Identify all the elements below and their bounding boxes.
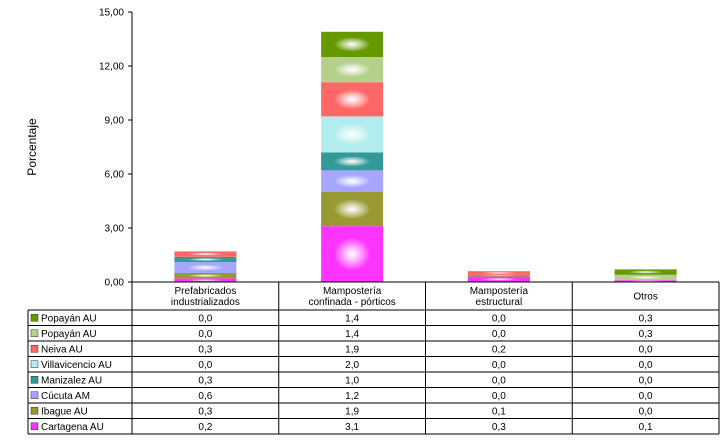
legend-swatch [30, 422, 39, 430]
table-cell-value: 0,2 [198, 422, 212, 433]
bar-segment [614, 274, 677, 281]
legend-label: Neiva AU [41, 344, 83, 355]
legend-swatch [30, 407, 39, 415]
table-cell-value: 0,0 [492, 313, 506, 324]
table-cell-value: 0,3 [198, 406, 212, 417]
table-cell-value: 0,0 [492, 391, 506, 402]
table-cell-value: 1,2 [345, 391, 359, 402]
legend-swatch [30, 376, 39, 384]
category-label: industrializados [171, 297, 240, 308]
legend-label: Popayán AU [41, 313, 97, 324]
y-tick-label: 3,00 [105, 224, 125, 235]
y-tick-label: 6,00 [105, 170, 125, 181]
bar-segment [321, 31, 384, 57]
bar-segment [467, 274, 530, 277]
category-label: Mampostería [470, 286, 529, 297]
y-tick-label: 9,00 [105, 116, 125, 127]
table-cell-value: 0,0 [492, 360, 506, 371]
legend-label: Cartagena AU [41, 422, 104, 433]
y-tick-label: 12,00 [99, 62, 124, 73]
table-cell-value: 0,0 [639, 406, 653, 417]
table-cell-value: 0,1 [492, 406, 506, 417]
table-cell-value: 0,0 [492, 329, 506, 340]
table-cell-value: 1,4 [345, 313, 359, 324]
legend-label: Cúcuta AM [41, 391, 90, 402]
category-label: Mampostería [323, 286, 382, 297]
bar-segment [467, 276, 530, 282]
y-tick-label: 15,00 [99, 8, 124, 19]
table-cell-value: 0,0 [639, 344, 653, 355]
legend-label: Villavicencio AU [41, 360, 112, 371]
legend-swatch [30, 314, 39, 322]
bar-segment [174, 256, 237, 263]
table-cell-value: 3,1 [345, 422, 359, 433]
legend-label: Manizalez AU [41, 375, 102, 386]
bar-segment [174, 273, 237, 279]
bar-segment [321, 192, 384, 227]
category-label: estructural [476, 297, 523, 308]
table-cell-value: 1,9 [345, 344, 359, 355]
legend-swatch [30, 345, 39, 353]
table-cell-value: 2,0 [345, 360, 359, 371]
table-cell-value: 0,3 [492, 422, 506, 433]
table-cell-value: 0,3 [198, 375, 212, 386]
y-axis-title: Porcentaje [25, 118, 39, 176]
table-cell-value: 0,0 [198, 329, 212, 340]
bar-segment [614, 280, 677, 282]
category-label: confinada - pórticos [308, 297, 395, 308]
bar-segment [614, 269, 677, 275]
legend-swatch [30, 329, 39, 337]
category-label: Prefabricados [175, 286, 237, 297]
table-cell-value: 0,3 [639, 329, 653, 340]
bar-segment [321, 82, 384, 117]
bar-segment [321, 226, 384, 282]
bar-segment [321, 57, 384, 83]
table-cell-value: 0,0 [639, 391, 653, 402]
legend-label: Popayán AU [41, 329, 97, 340]
legend-swatch [30, 360, 39, 368]
legend-label: Ibague AU [41, 406, 88, 417]
table-cell-value: 1,4 [345, 329, 359, 340]
y-tick-label: 0,00 [105, 278, 125, 289]
table-cell-value: 0,1 [639, 422, 653, 433]
bar-segment [467, 271, 530, 275]
table-cell-value: 0,0 [198, 313, 212, 324]
bar-segment [174, 251, 237, 257]
bar-segment [321, 116, 384, 153]
table-cell-value: 0,3 [198, 344, 212, 355]
table-cell-value: 1,0 [345, 375, 359, 386]
table-cell-value: 0,2 [492, 344, 506, 355]
bar-segment [174, 262, 237, 273]
table-cell-value: 0,0 [639, 375, 653, 386]
table-cell-value: 0,6 [198, 391, 212, 402]
table-cell-value: 0,0 [198, 360, 212, 371]
category-label: Otros [633, 292, 657, 303]
table-cell-value: 1,9 [345, 406, 359, 417]
table-cell-value: 0,0 [639, 360, 653, 371]
bar-segment [321, 170, 384, 192]
bar-segment [174, 278, 237, 282]
bar-segment [321, 152, 384, 171]
legend-swatch [30, 391, 39, 399]
table-cell-value: 0,3 [639, 313, 653, 324]
table-cell-value: 0,0 [492, 375, 506, 386]
